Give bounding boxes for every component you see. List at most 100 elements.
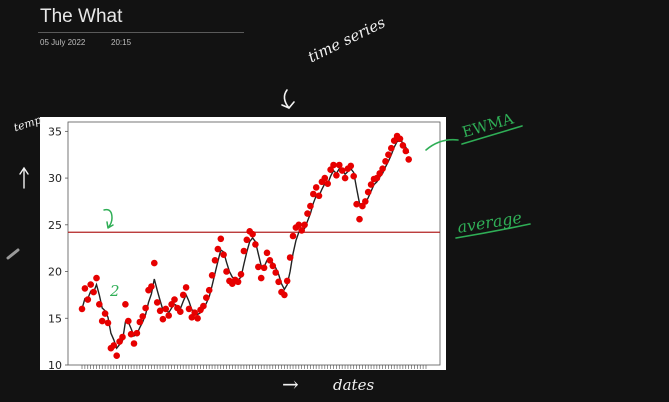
data-point: [321, 174, 329, 182]
data-point: [249, 230, 256, 238]
data-point: [269, 262, 277, 270]
curved-arrow-icon: [103, 208, 114, 229]
data-point: [266, 257, 274, 264]
average-underline: [455, 223, 531, 239]
y-tick-label: 15: [48, 312, 62, 325]
data-point: [260, 264, 268, 272]
data-point: [101, 310, 109, 317]
data-point: [205, 286, 213, 294]
data-point: [93, 274, 100, 282]
data-point: [385, 151, 392, 158]
up-arrow-icon: [19, 166, 29, 189]
data-point: [177, 308, 184, 316]
data-point: [298, 227, 306, 234]
data-point: [214, 245, 222, 253]
data-point: [182, 284, 190, 291]
data-point: [84, 296, 92, 303]
data-point: [379, 165, 386, 172]
data-point: [153, 299, 161, 306]
data-point: [347, 162, 355, 170]
data-point: [139, 313, 146, 320]
data-point: [304, 210, 311, 217]
data-point: [254, 263, 262, 271]
data-point: [211, 257, 219, 264]
data-point: [122, 301, 129, 308]
y-tick-label: 35: [48, 125, 62, 138]
dates-arrow-annotation: →: [282, 372, 299, 396]
data-point: [333, 172, 340, 179]
data-point: [367, 181, 375, 188]
data-points: [78, 132, 413, 360]
data-point: [263, 249, 271, 257]
data-point: [272, 269, 280, 276]
data-point: [142, 304, 149, 312]
data-point: [399, 142, 407, 149]
data-point: [87, 281, 94, 288]
data-point: [78, 305, 86, 313]
ewma-pointer-icon: [425, 138, 459, 151]
y-tick-label: 20: [48, 266, 62, 279]
data-point: [396, 135, 404, 143]
data-point: [191, 309, 198, 317]
note-date: 05 July 2022: [40, 38, 86, 47]
data-point: [220, 251, 227, 258]
data-point: [295, 221, 303, 229]
data-point: [356, 215, 363, 223]
data-point: [286, 254, 294, 261]
plot-frame: [67, 121, 441, 366]
data-point: [362, 198, 369, 205]
number-two-annotation: 2: [110, 282, 120, 300]
data-point: [200, 302, 207, 310]
data-point: [237, 271, 245, 278]
data-point: [90, 288, 97, 296]
data-point: [338, 167, 346, 174]
data-point: [382, 158, 389, 165]
data-point: [234, 278, 242, 286]
chart-background: [40, 117, 446, 370]
y-tick-label: 30: [48, 172, 62, 185]
data-point: [289, 232, 297, 240]
data-point: [104, 319, 112, 327]
data-point: [165, 312, 172, 319]
x-axis-ticks: [81, 365, 427, 369]
data-point: [217, 235, 225, 243]
data-point: [98, 317, 106, 325]
data-point: [194, 315, 201, 322]
y-tick-label: 25: [48, 219, 62, 232]
data-point: [240, 247, 248, 255]
data-point: [130, 340, 138, 347]
page-title: The What: [40, 6, 123, 27]
down-arrow-icon: [281, 89, 295, 110]
title-divider: [38, 32, 244, 33]
data-point: [341, 174, 349, 182]
y-axis: 10 15 20 25 30 35: [48, 125, 68, 372]
data-point: [307, 202, 314, 210]
data-point: [125, 317, 132, 325]
dates-annotation: dates: [333, 376, 375, 394]
data-point: [96, 301, 103, 308]
data-point: [203, 294, 210, 302]
data-point: [324, 180, 332, 187]
ewma-underline: [461, 125, 523, 145]
data-point: [281, 291, 288, 299]
data-point: [310, 190, 317, 198]
data-point: [257, 274, 265, 282]
data-point: [402, 147, 410, 155]
data-point: [388, 144, 395, 152]
data-point: [136, 318, 144, 326]
data-point: [171, 296, 178, 303]
pen-icon: [6, 248, 20, 260]
data-point: [350, 172, 358, 180]
data-point: [353, 200, 360, 208]
data-point: [405, 156, 413, 163]
note-time: 20:15: [111, 38, 132, 47]
data-point: [315, 192, 323, 200]
y-tick-label: 10: [48, 359, 62, 372]
data-point: [148, 283, 155, 290]
data-point: [110, 342, 118, 349]
data-point: [275, 278, 282, 286]
data-point: [252, 241, 259, 248]
data-point: [81, 285, 89, 292]
data-point: [330, 161, 337, 169]
